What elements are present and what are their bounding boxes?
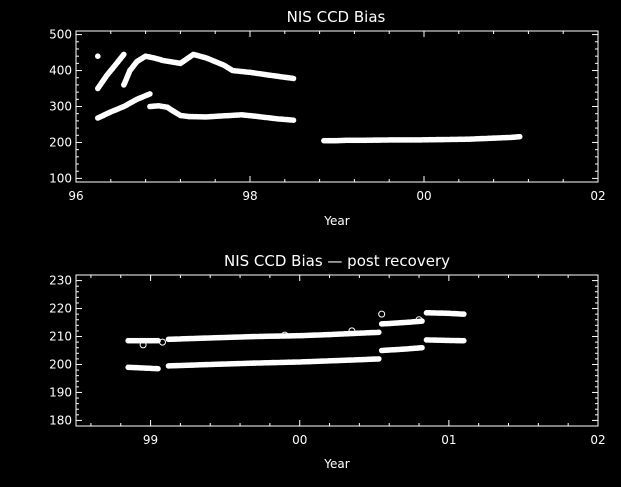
y-tick-label: 100 — [49, 171, 72, 185]
data-point — [376, 356, 382, 362]
y-tick-label: 190 — [49, 385, 72, 399]
upper-chart-panel: NIS CCD Bias 96 98 00 02 100 200 300 400 500 Ye… — [49, 8, 606, 228]
data-point — [121, 51, 127, 58]
data-point — [419, 344, 425, 351]
lower-chart-frame — [75, 274, 599, 427]
lower-chart-y-ticks: 180 190 200 210 220 230 — [49, 274, 598, 427]
data-point — [290, 117, 297, 123]
lower-chart-x-ticks: 99 00 01 02 — [90, 275, 606, 447]
y-tick-label: 220 — [49, 302, 72, 316]
x-tick-label: 01 — [441, 433, 456, 447]
lower-chart-panel: NIS CCD Bias — post recovery 99 00 01 02 18… — [49, 252, 606, 471]
x-tick-label: 00 — [416, 189, 431, 203]
outlier-point — [281, 331, 289, 339]
outlier-point — [378, 310, 386, 318]
x-tick-label: 02 — [590, 433, 605, 447]
outlier-point — [348, 327, 356, 335]
data-point — [516, 133, 523, 140]
y-tick-label: 230 — [49, 274, 72, 288]
x-tick-label: 99 — [143, 433, 158, 447]
upper-chart-x-ticks: 96 98 00 02 — [68, 31, 606, 203]
data-point — [376, 329, 382, 336]
y-tick-label: 200 — [49, 357, 72, 371]
upper-chart-y-ticks: 100 200 300 400 500 — [49, 28, 598, 185]
lower-chart-x-axis-label: Year — [323, 457, 349, 471]
data-point — [461, 337, 467, 344]
x-tick-label: 98 — [242, 189, 257, 203]
upper-chart-x-axis-label: Year — [323, 214, 349, 228]
data-point — [95, 53, 101, 59]
y-tick-label: 300 — [49, 100, 72, 114]
x-tick-label: 96 — [68, 189, 83, 203]
data-point — [147, 91, 153, 97]
outlier-point — [159, 338, 166, 346]
y-tick-label: 200 — [49, 135, 72, 149]
data-point — [461, 311, 467, 317]
outlier-point — [415, 316, 423, 324]
y-tick-label: 400 — [49, 64, 72, 78]
lower-chart-title: NIS CCD Bias — post recovery — [224, 252, 450, 270]
data-point — [155, 365, 161, 372]
x-tick-label: 02 — [590, 189, 605, 203]
lower-chart-marks — [125, 310, 467, 372]
y-tick-label: 180 — [49, 413, 72, 427]
outlier-point — [139, 341, 147, 349]
x-tick-label: 00 — [292, 433, 307, 447]
upper-chart-marks — [95, 51, 523, 144]
data-point — [290, 75, 297, 82]
y-tick-label: 210 — [49, 330, 72, 344]
upper-chart-title: NIS CCD Bias — [287, 8, 386, 26]
y-tick-label: 500 — [49, 28, 72, 42]
